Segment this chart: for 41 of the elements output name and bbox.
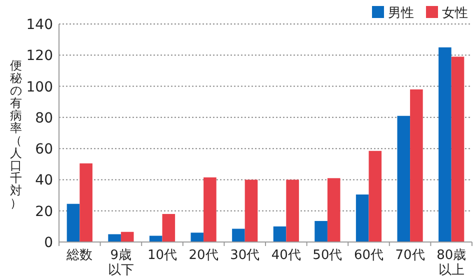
bar <box>438 47 452 242</box>
bar <box>162 214 176 242</box>
y-tick-label: 80 <box>35 110 53 126</box>
bar <box>273 226 286 242</box>
bar <box>368 150 382 242</box>
x-tick-label: 60代 <box>354 248 384 263</box>
y-tick-label: 20 <box>35 204 53 220</box>
x-tick-label: 70代 <box>395 248 425 263</box>
y-tick-label: 40 <box>35 172 53 189</box>
bar <box>327 178 340 242</box>
bar <box>120 232 134 242</box>
y-tick-label: 140 <box>26 17 53 33</box>
x-tick-label: 20代 <box>188 248 218 263</box>
x-tick-label: 50代 <box>312 248 342 263</box>
x-tick-label: 30代 <box>230 248 260 263</box>
bar <box>149 236 162 242</box>
bar <box>66 204 80 242</box>
bar <box>410 89 423 242</box>
x-tick-label: 80歳以上 <box>436 248 466 277</box>
bar <box>356 194 369 242</box>
x-tick-label: 10代 <box>147 248 178 263</box>
bar <box>204 177 216 242</box>
bar <box>451 56 464 242</box>
y-tick-label: 120 <box>26 48 53 64</box>
bar <box>314 220 328 242</box>
bar <box>190 232 204 242</box>
bar <box>244 180 258 242</box>
y-tick-label: 0 <box>44 235 53 251</box>
bar <box>108 234 121 242</box>
bar <box>397 116 410 242</box>
bar <box>80 163 92 242</box>
x-tick-label: 総数 <box>66 248 93 263</box>
y-tick-label: 100 <box>26 79 53 96</box>
legend-label: 男性 <box>388 6 414 21</box>
bar <box>286 180 299 242</box>
x-tick-label: 9歳以下 <box>108 248 134 277</box>
legend-label: 女性 <box>442 6 468 21</box>
text: 便秘の有病率（人口千対） <box>10 58 22 210</box>
x-tick-label: 40代 <box>271 248 301 263</box>
y-tick-label: 60 <box>35 142 53 158</box>
bar <box>232 228 245 242</box>
